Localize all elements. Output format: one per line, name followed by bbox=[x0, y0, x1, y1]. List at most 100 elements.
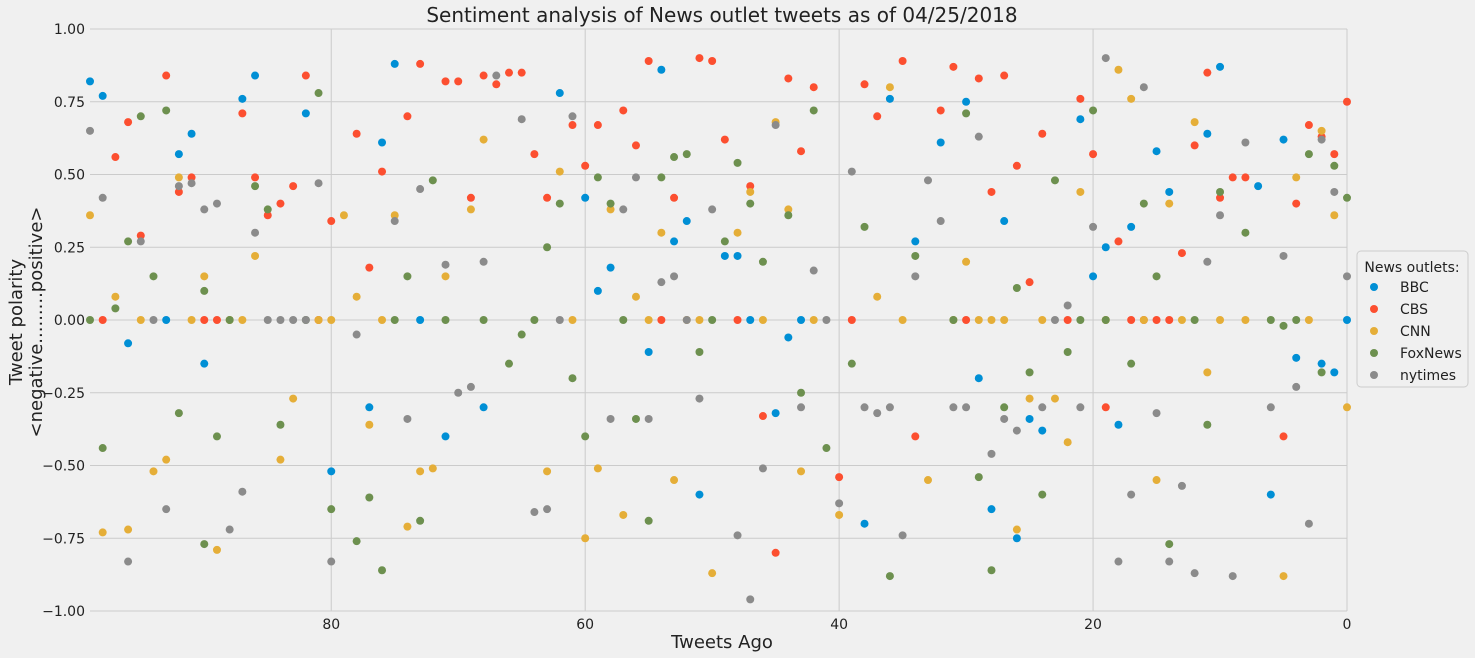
data-point bbox=[657, 173, 666, 182]
data-point bbox=[555, 316, 564, 324]
data-point bbox=[644, 414, 653, 423]
y-axis-ticks: −1.00 −0.75 −0.50 −0.25 0.00 0.25 0.50 0.75 1.00 bbox=[42, 22, 85, 620]
data-point bbox=[149, 272, 158, 281]
data-point bbox=[797, 403, 806, 412]
data-point bbox=[1279, 135, 1288, 144]
data-point bbox=[390, 211, 399, 220]
data-point bbox=[974, 473, 983, 482]
data-point bbox=[631, 141, 640, 150]
data-point bbox=[174, 409, 183, 418]
data-point bbox=[187, 173, 196, 182]
data-point bbox=[200, 359, 209, 368]
data-point bbox=[873, 112, 882, 121]
legend-entry: CBS bbox=[1400, 302, 1428, 318]
data-point bbox=[1330, 187, 1339, 196]
data-point bbox=[1063, 316, 1072, 324]
data-point bbox=[187, 129, 196, 138]
data-point bbox=[251, 182, 260, 191]
data-point bbox=[1228, 173, 1237, 182]
data-point bbox=[708, 569, 717, 578]
data-point bbox=[1152, 316, 1161, 324]
data-point bbox=[378, 167, 387, 176]
data-point bbox=[225, 525, 234, 534]
data-point bbox=[1076, 94, 1085, 103]
data-point bbox=[1279, 321, 1288, 330]
data-point bbox=[1127, 222, 1136, 231]
data-point bbox=[276, 420, 285, 429]
data-point bbox=[885, 94, 894, 103]
data-point bbox=[593, 286, 602, 295]
data-point bbox=[631, 414, 640, 423]
data-point bbox=[301, 71, 310, 80]
data-point bbox=[631, 173, 640, 182]
data-point bbox=[1127, 490, 1136, 499]
data-point bbox=[568, 374, 577, 383]
data-point bbox=[1012, 426, 1021, 435]
data-point bbox=[289, 182, 298, 191]
data-point bbox=[378, 138, 387, 147]
data-point bbox=[797, 388, 806, 397]
data-point bbox=[670, 193, 679, 202]
data-point bbox=[1038, 426, 1047, 435]
data-point bbox=[403, 522, 412, 531]
data-point bbox=[124, 557, 133, 566]
data-point bbox=[416, 185, 425, 194]
data-point bbox=[733, 251, 742, 260]
legend-marker bbox=[1370, 283, 1378, 291]
legend-marker bbox=[1370, 305, 1378, 313]
data-point bbox=[1317, 135, 1326, 144]
data-point bbox=[644, 516, 653, 525]
data-point bbox=[1216, 211, 1225, 220]
data-point bbox=[911, 272, 920, 281]
data-point bbox=[365, 263, 374, 272]
series-CNN bbox=[86, 65, 1351, 581]
y-tick-label: 0.00 bbox=[54, 313, 85, 329]
data-point bbox=[1254, 182, 1263, 191]
data-point bbox=[581, 161, 590, 170]
data-point bbox=[898, 57, 907, 66]
data-point bbox=[1114, 420, 1123, 429]
data-point bbox=[720, 135, 729, 144]
data-point bbox=[962, 316, 971, 324]
data-point bbox=[771, 121, 780, 130]
legend-entry: CNN bbox=[1400, 324, 1431, 340]
data-point bbox=[962, 109, 971, 118]
data-point bbox=[1216, 187, 1225, 196]
data-point bbox=[1165, 540, 1174, 549]
data-point bbox=[568, 316, 577, 324]
data-point bbox=[1063, 348, 1072, 357]
data-point bbox=[987, 449, 996, 458]
legend-marker bbox=[1370, 349, 1378, 357]
data-point bbox=[1343, 193, 1351, 202]
data-point bbox=[200, 272, 209, 281]
data-point bbox=[555, 199, 564, 208]
data-point bbox=[987, 187, 996, 196]
data-point bbox=[809, 83, 818, 92]
data-point bbox=[809, 316, 818, 324]
data-point bbox=[98, 193, 107, 202]
data-point bbox=[746, 187, 755, 196]
data-point bbox=[365, 493, 374, 502]
data-point bbox=[1330, 211, 1339, 220]
data-point bbox=[1101, 403, 1110, 412]
data-point bbox=[517, 330, 526, 339]
data-point bbox=[479, 71, 488, 80]
data-point bbox=[1012, 534, 1021, 543]
data-point bbox=[670, 237, 679, 246]
data-point bbox=[1304, 150, 1313, 159]
data-point bbox=[695, 54, 704, 63]
data-point bbox=[1050, 176, 1059, 185]
data-point bbox=[1241, 316, 1250, 324]
data-point bbox=[720, 251, 729, 260]
data-point bbox=[1000, 414, 1009, 423]
data-point bbox=[682, 217, 691, 226]
data-point bbox=[1279, 432, 1288, 441]
data-point bbox=[1228, 572, 1237, 581]
data-point bbox=[390, 316, 399, 324]
y-tick-label: −0.75 bbox=[42, 531, 85, 547]
data-point bbox=[1038, 403, 1047, 412]
data-point bbox=[758, 257, 767, 266]
data-point bbox=[403, 272, 412, 281]
data-point bbox=[936, 138, 945, 147]
data-point bbox=[949, 316, 958, 324]
